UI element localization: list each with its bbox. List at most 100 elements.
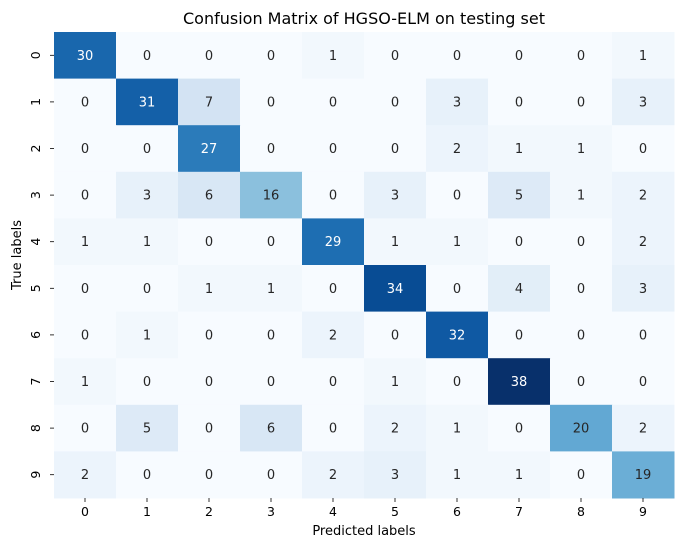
cell-value-label: 1 xyxy=(205,282,213,297)
y-axis-ticks: 0 1 2 3 4 5 6 7 8 9 xyxy=(28,51,54,479)
heatmap-cell xyxy=(54,78,117,126)
heatmap-cell xyxy=(488,78,551,126)
heatmap-cell xyxy=(426,311,489,359)
cell-value-label: 0 xyxy=(143,142,151,157)
y-tick-label: 5 xyxy=(28,284,43,292)
cell-value-label: 0 xyxy=(329,95,337,110)
cell-value-label: 0 xyxy=(267,235,275,250)
heatmap-cell xyxy=(550,311,613,359)
heatmap-cell xyxy=(54,451,117,499)
heatmap-cell xyxy=(302,32,365,80)
cell-value-label: 1 xyxy=(81,235,89,250)
x-tick-label: 2 xyxy=(205,504,213,519)
cell-value-label: 0 xyxy=(577,328,585,343)
cell-value-label: 0 xyxy=(81,189,89,204)
x-tick-label: 7 xyxy=(515,504,523,519)
heatmap-cell xyxy=(302,311,365,359)
heatmap-cell xyxy=(116,265,179,313)
cell-value-label: 1 xyxy=(143,328,151,343)
heatmap-cell xyxy=(302,78,365,126)
cell-value-label: 0 xyxy=(391,49,399,64)
heatmap-cell xyxy=(612,265,675,313)
cell-value-label: 2 xyxy=(453,142,461,157)
heatmap-cell xyxy=(488,358,551,406)
heatmap-cell xyxy=(54,218,117,266)
cell-value-label: 0 xyxy=(453,189,461,204)
heatmap-cell xyxy=(240,265,303,313)
heatmap-cell xyxy=(116,404,179,452)
heatmap-cell xyxy=(240,78,303,126)
cell-value-label: 2 xyxy=(81,468,89,483)
cell-value-label: 3 xyxy=(639,282,647,297)
cell-value-label: 0 xyxy=(639,375,647,390)
heatmap-cell xyxy=(550,125,613,173)
cell-value-label: 0 xyxy=(205,328,213,343)
cell-value-label: 0 xyxy=(267,328,275,343)
cell-value-label: 0 xyxy=(577,468,585,483)
cell-value-label: 6 xyxy=(205,189,213,204)
heatmap-cell xyxy=(488,404,551,452)
cell-value-label: 31 xyxy=(139,95,156,110)
cell-value-label: 1 xyxy=(81,375,89,390)
heatmap-cell xyxy=(612,358,675,406)
heatmap-cell xyxy=(178,78,241,126)
heatmap-cell xyxy=(364,78,427,126)
heatmap-cell xyxy=(178,265,241,313)
heatmap-cell xyxy=(240,451,303,499)
cell-value-label: 0 xyxy=(577,282,585,297)
cell-value-label: 0 xyxy=(267,375,275,390)
heatmap-cell xyxy=(302,404,365,452)
cell-value-label: 38 xyxy=(511,375,528,390)
x-tick-label: 4 xyxy=(329,504,337,519)
heatmap-cell xyxy=(54,265,117,313)
cell-value-label: 1 xyxy=(453,422,461,437)
cell-value-label: 0 xyxy=(81,95,89,110)
heatmap-cell xyxy=(302,218,365,266)
heatmap-cell xyxy=(612,311,675,359)
cell-value-label: 3 xyxy=(143,189,151,204)
cell-value-label: 0 xyxy=(639,328,647,343)
y-tick-label: 1 xyxy=(28,98,43,106)
heatmap-cell xyxy=(364,311,427,359)
y-axis-label: True labels xyxy=(10,220,25,291)
cell-value-label: 0 xyxy=(267,142,275,157)
heatmap-cell xyxy=(612,32,675,80)
heatmap-cell xyxy=(302,125,365,173)
cell-value-label: 1 xyxy=(267,282,275,297)
cell-value-label: 3 xyxy=(639,95,647,110)
heatmap-cell xyxy=(240,311,303,359)
cell-value-label: 0 xyxy=(577,375,585,390)
heatmap-cell xyxy=(426,218,489,266)
cell-value-label: 1 xyxy=(391,375,399,390)
heatmap-cell xyxy=(364,358,427,406)
cell-value-label: 0 xyxy=(143,375,151,390)
heatmap-cell xyxy=(550,358,613,406)
heatmap-cell xyxy=(54,404,117,452)
cell-value-label: 30 xyxy=(77,49,94,64)
heatmap-cell xyxy=(240,218,303,266)
cell-value-label: 0 xyxy=(205,49,213,64)
cell-value-label: 1 xyxy=(639,49,647,64)
heatmap-cell xyxy=(364,451,427,499)
cell-value-label: 6 xyxy=(267,422,275,437)
cell-value-label: 1 xyxy=(577,142,585,157)
x-axis-ticks: 0 1 2 3 4 5 6 7 8 9 xyxy=(81,498,647,519)
cell-value-label: 0 xyxy=(143,282,151,297)
cell-value-label: 1 xyxy=(515,142,523,157)
heatmap-cell xyxy=(550,218,613,266)
cell-value-label: 5 xyxy=(515,189,523,204)
x-tick-label: 0 xyxy=(81,504,89,519)
cell-value-label: 0 xyxy=(205,375,213,390)
heatmap-cell xyxy=(488,451,551,499)
heatmap-cell xyxy=(364,404,427,452)
cell-value-label: 1 xyxy=(391,235,399,250)
cell-value-label: 0 xyxy=(515,95,523,110)
heatmap-cell xyxy=(116,78,179,126)
x-tick-label: 5 xyxy=(391,504,399,519)
heatmap-cell xyxy=(54,171,117,219)
heatmap-cell xyxy=(488,32,551,80)
cell-value-label: 20 xyxy=(573,422,590,437)
heatmap-cell xyxy=(488,311,551,359)
cell-value-label: 32 xyxy=(449,328,466,343)
heatmap-cell xyxy=(426,78,489,126)
